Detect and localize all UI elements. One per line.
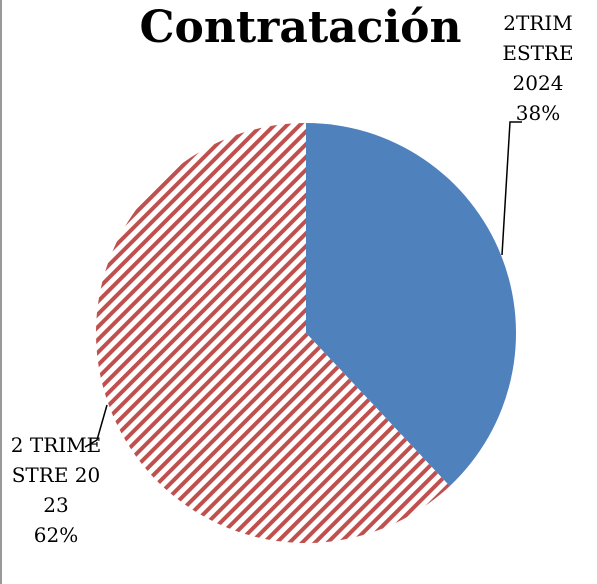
leader-line [501,121,522,256]
chart-title: Contratación [139,2,462,53]
pie-slice [95,123,450,543]
value-label: 38% [515,101,561,125]
category-label: 2 TRIMESTRE 2023 [10,433,102,517]
data-label: 2TRIMESTRE 2024 38% [499,8,577,128]
pie-slice [306,123,516,487]
category-label: 2TRIMESTRE 2024 [502,11,574,95]
leader-line [84,404,108,448]
data-label: 2 TRIMESTRE 2023 62% [10,430,102,550]
value-label: 62% [33,523,79,547]
